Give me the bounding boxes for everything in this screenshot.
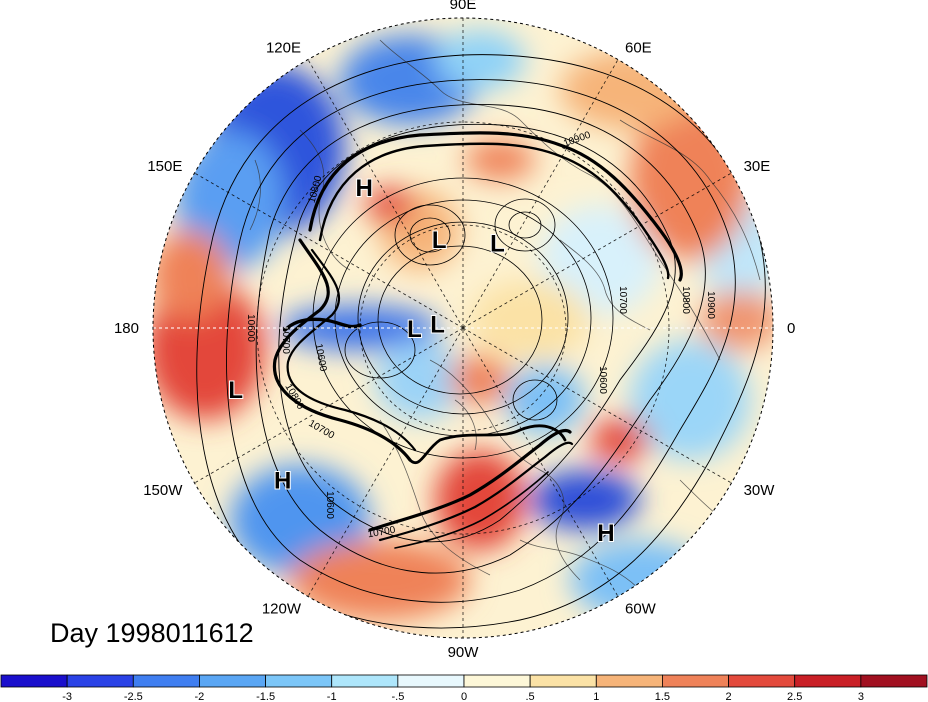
colorbar-tick-label: -2.5 [124, 691, 143, 702]
longitude-label: 30W [744, 482, 776, 499]
contour-label: 10600 [597, 366, 608, 394]
contour-label: 10600 [313, 343, 329, 373]
anomaly-blob [560, 50, 700, 130]
anomaly-blob [470, 280, 590, 360]
colorbar-swatch [0, 674, 68, 688]
colorbar-swatch [463, 674, 531, 688]
anomaly-blob [590, 418, 650, 462]
jet-contours [272, 131, 683, 549]
longitude-label: 120E [266, 39, 301, 56]
colorbar-tick-label: -2 [195, 691, 205, 702]
date-title: Day 1998011612 [50, 618, 254, 648]
colorbar-swatch [860, 674, 928, 688]
colorbar-swatch [66, 674, 134, 688]
anomaly-blob [290, 540, 470, 620]
longitude-label: 60E [625, 39, 652, 56]
longitude-label: 180 [114, 320, 139, 337]
colorbar-swatch [662, 674, 729, 688]
longitude-label: 30E [744, 158, 771, 175]
anomaly-field [153, 18, 773, 638]
low-pressure-label: L [430, 312, 445, 339]
longitude-label: 0 [787, 320, 795, 337]
colorbar-tick-label: -.5 [391, 691, 404, 702]
longitude-label: 60W [625, 601, 657, 618]
longitude-label: 90E [450, 0, 477, 13]
colorbar-tick-label: 2.5 [787, 691, 802, 702]
anomaly-blob [375, 340, 465, 420]
low-pressure-label: L [432, 227, 447, 254]
colorbar-swatch [794, 674, 862, 688]
contour-label: 10800 [680, 286, 691, 314]
anomaly-blob [630, 340, 750, 460]
colorbar-swatch [728, 674, 796, 688]
anomaly-blob [435, 450, 525, 550]
graticule [153, 18, 773, 638]
map-boundary [152, 17, 774, 639]
colorbar-swatch [265, 674, 333, 688]
colorbar-tick-label: .5 [526, 691, 535, 702]
anomaly-blob [540, 205, 660, 315]
longitude-label: 150W [143, 482, 183, 499]
high-pressure-label: H [597, 520, 614, 547]
colorbar-tick-label: 0 [461, 691, 467, 702]
anomaly-blob [153, 230, 230, 320]
longitude-label: 120W [262, 601, 302, 618]
contour-label: 10900 [705, 291, 716, 319]
colorbar-tick-label: 1.5 [655, 691, 670, 702]
contour-label: 10700 [367, 525, 397, 541]
colorbar: -3 -2.5 -2 -1.5 -1 -.5 0 .5 1 1.5 2 2.5 3 [0, 674, 928, 702]
anomaly-blob [530, 470, 640, 530]
colorbar-swatch [529, 674, 597, 688]
contour-label: 10600 [324, 491, 335, 519]
colorbar-tick-label: 1 [593, 691, 599, 702]
colorbar-tick-label: -3 [62, 691, 72, 702]
high-pressure-label: H [356, 175, 373, 202]
longitude-label: 150E [147, 158, 182, 175]
colorbar-swatch [199, 674, 266, 688]
anomaly-blob [465, 140, 535, 180]
high-pressure-label: H [274, 467, 291, 494]
longitude-label: 90W [448, 644, 480, 661]
colorbar-swatch [331, 674, 399, 688]
colorbar-swatch [132, 674, 200, 688]
colorbar-tick-label: 2 [726, 691, 732, 702]
colorbar-tick-label: -1.5 [256, 691, 275, 702]
colorbar-swatch [397, 674, 465, 688]
contour-label: 10700 [280, 326, 291, 354]
low-pressure-label: L [407, 316, 422, 343]
longitude-labels: 90E 60E 30E 0 30W 60W 90W 120W 150W 180 150E 120E [114, 0, 795, 661]
colorbar-tick-label: -1 [327, 691, 337, 702]
contour-label: 10700 [617, 286, 628, 314]
colorbar-swatch [595, 674, 663, 688]
contour-label: 10600 [245, 314, 256, 342]
low-pressure-label: L [228, 377, 243, 404]
colorbar-tick-label: 3 [858, 691, 864, 702]
low-pressure-label: L [490, 231, 505, 258]
anomaly-blob [435, 30, 525, 90]
anomaly-blob [700, 290, 773, 350]
anomaly-blob [450, 355, 510, 405]
